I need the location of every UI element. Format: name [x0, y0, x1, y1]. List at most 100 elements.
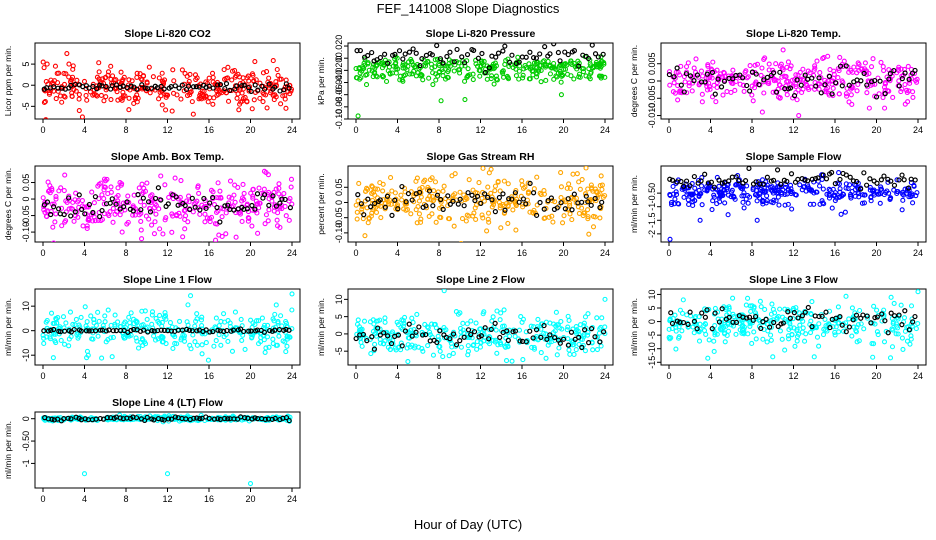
data-point — [84, 348, 90, 354]
black-point — [909, 70, 916, 76]
data-point — [184, 198, 190, 204]
data-point — [543, 355, 549, 361]
black-point — [117, 415, 123, 421]
x-tick-label: 12 — [475, 371, 485, 381]
black-point — [252, 206, 258, 212]
data-point — [371, 321, 377, 327]
data-point — [137, 199, 144, 205]
data-point — [96, 69, 102, 75]
black-point — [712, 91, 718, 97]
data-point — [108, 63, 114, 69]
data-point — [136, 185, 142, 191]
data-point — [110, 205, 116, 211]
data-point — [881, 339, 888, 345]
data-point — [488, 190, 494, 196]
data-point — [196, 190, 202, 196]
black-point — [286, 417, 292, 424]
black-point — [79, 206, 85, 212]
black-point — [583, 193, 589, 199]
black-point — [877, 78, 883, 84]
data-point — [48, 310, 55, 316]
black-point — [437, 56, 444, 62]
data-point — [227, 323, 233, 330]
y-tick-label: -0.020 — [334, 58, 344, 84]
black-point — [158, 83, 164, 89]
black-point — [279, 196, 285, 202]
black-point — [139, 82, 145, 88]
data-point — [195, 184, 201, 190]
y-tick-label: 0 — [21, 416, 31, 421]
black-point — [565, 196, 571, 202]
data-point — [437, 348, 443, 354]
data-point — [389, 188, 395, 194]
data-point — [793, 192, 799, 198]
black-point — [430, 203, 436, 209]
data-point — [500, 68, 506, 74]
data-point — [550, 219, 556, 225]
data-point — [138, 218, 144, 224]
black-point — [585, 55, 592, 62]
data-point — [814, 58, 820, 64]
y-tick-label: -1 — [647, 203, 657, 211]
data-point — [779, 191, 785, 197]
black-point — [837, 63, 844, 69]
data-point — [817, 183, 823, 189]
data-point — [470, 76, 476, 83]
black-point — [113, 82, 119, 88]
data-point — [288, 184, 294, 190]
outlier-point — [759, 109, 765, 115]
data-point — [397, 73, 404, 79]
data-point — [249, 223, 255, 229]
black-point — [671, 74, 677, 80]
y-axis-label: kPa per min. — [316, 57, 326, 105]
data-point — [588, 70, 594, 77]
data-point — [733, 182, 739, 188]
data-point — [737, 327, 743, 333]
data-point — [826, 322, 832, 328]
data-point — [558, 194, 564, 201]
black-point — [389, 212, 395, 218]
data-point — [81, 78, 88, 84]
black-point — [891, 313, 898, 319]
data-point — [714, 67, 720, 73]
data-point — [501, 178, 507, 184]
black-point — [774, 167, 781, 173]
black-point — [588, 202, 594, 208]
data-point — [833, 195, 840, 201]
data-point — [501, 323, 507, 329]
data-points — [666, 289, 921, 361]
black-point — [168, 416, 175, 422]
data-point — [512, 192, 518, 198]
black-point — [816, 313, 822, 320]
data-point — [902, 101, 908, 107]
data-point — [840, 63, 846, 69]
x-tick-label: 24 — [287, 248, 297, 258]
data-point — [733, 78, 739, 85]
data-point — [809, 299, 815, 305]
black-point — [142, 417, 148, 424]
x-tick-label: 4 — [82, 248, 87, 258]
black-point — [505, 337, 511, 343]
data-point — [261, 186, 267, 192]
data-point — [235, 184, 241, 190]
data-point — [221, 76, 228, 82]
data-point — [749, 92, 755, 98]
data-point — [53, 211, 59, 217]
data-point — [446, 353, 452, 359]
data-point — [575, 58, 581, 64]
data-point — [693, 56, 699, 62]
data-point — [278, 313, 284, 319]
data-point — [266, 344, 272, 350]
data-point — [901, 315, 908, 321]
data-point — [899, 207, 905, 213]
black-point — [562, 206, 568, 212]
x-tick-label: 0 — [40, 125, 45, 135]
data-point — [144, 180, 150, 186]
data-point — [677, 88, 683, 94]
black-point — [750, 317, 756, 323]
data-point — [84, 225, 90, 231]
data-point — [569, 61, 575, 67]
data-point — [460, 327, 466, 333]
data-point — [882, 87, 888, 93]
